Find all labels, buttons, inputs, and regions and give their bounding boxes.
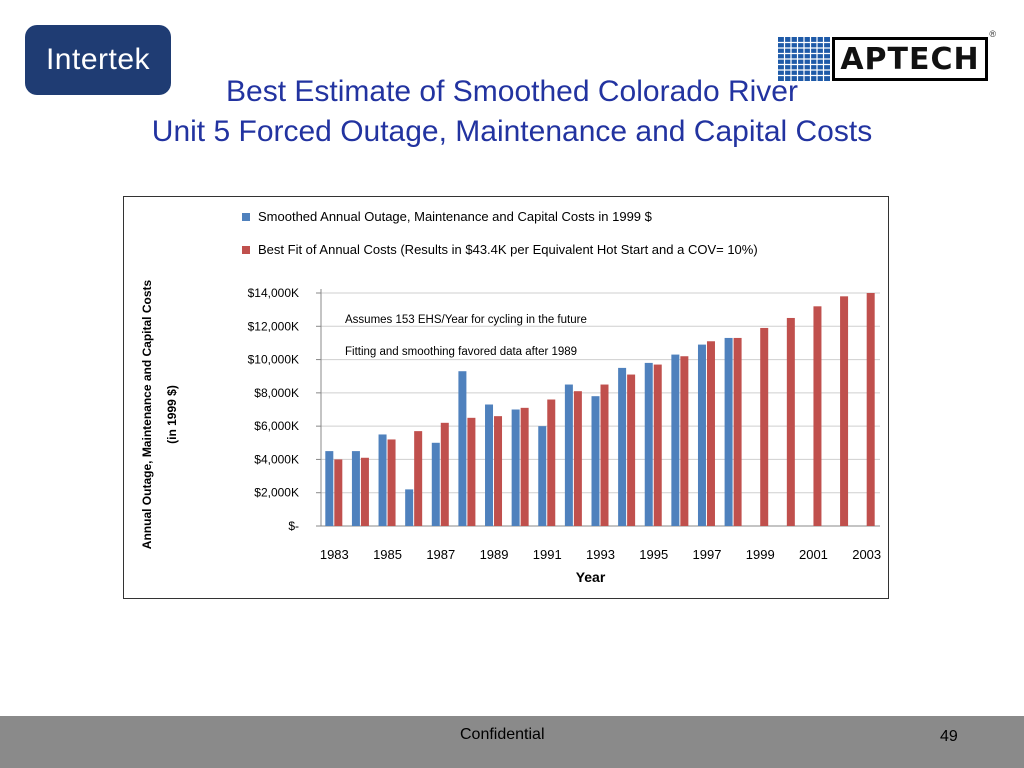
y-tick-label: $- (288, 519, 299, 533)
legend-label: Best Fit of Annual Costs (Results in $43… (258, 242, 758, 257)
bar-best-fit (573, 391, 582, 526)
bar-best-fit (760, 327, 769, 526)
chart-frame: $- $2,000K $4,000K $6,000K $8,000K $10,000K $1… (123, 196, 889, 599)
slide-title-line-1: Best Estimate of Smoothed Colorado River (226, 75, 798, 108)
bar-best-fit (360, 457, 369, 526)
x-axis-label: Year (576, 569, 606, 585)
bar-smoothed-costs (591, 396, 600, 526)
bar-best-fit (733, 337, 742, 526)
bar-smoothed-costs (511, 409, 520, 526)
bar-smoothed-costs (458, 371, 467, 526)
y-tick-label: $14,000K (248, 286, 299, 300)
bar-best-fit (414, 431, 423, 526)
bar-best-fit (520, 407, 529, 526)
aptech-logo: APTECH ® (778, 29, 996, 83)
y-tick-label: $12,000K (248, 319, 299, 333)
bar-best-fit (680, 356, 689, 526)
legend-swatch (242, 213, 250, 221)
y-tick-label: $8,000K (254, 386, 299, 400)
bar-smoothed-costs (378, 434, 387, 526)
bar-best-fit (813, 306, 822, 526)
slide-footer: Confidential 49 (0, 716, 1024, 768)
bar-best-fit (706, 341, 715, 526)
x-tick-label: 1989 (480, 547, 509, 562)
aptech-grid-icon (778, 37, 830, 81)
x-tick-label: 1985 (373, 547, 402, 562)
slide-title-line-2: Unit 5 Forced Outage, Maintenance and Ca… (151, 115, 873, 148)
bar-best-fit (494, 416, 503, 526)
x-tick-label: 1991 (533, 547, 562, 562)
page-number: 49 (940, 728, 958, 745)
chart-annotation: Assumes 153 EHS/Year for cycling in the … (345, 314, 587, 326)
legend-swatch (242, 246, 250, 254)
bar-smoothed-costs (564, 384, 573, 526)
y-axis-label: Annual Outage, Maintenance and Capital C… (140, 279, 154, 549)
slide-title: Best Estimate of Smoothed Colorado River… (0, 72, 1024, 152)
x-tick-label: 2003 (852, 547, 881, 562)
bar-best-fit (786, 317, 795, 526)
bar-smoothed-costs (405, 489, 414, 526)
bar-smoothed-costs (618, 367, 627, 526)
x-tick-label: 1983 (320, 547, 349, 562)
y-axis-label: (in 1999 $) (165, 385, 179, 444)
chart-annotation: Fitting and smoothing favored data after… (345, 346, 577, 358)
x-tick-label: 1987 (426, 547, 455, 562)
bar-smoothed-costs (325, 451, 334, 526)
intertek-logo: Intertek (25, 25, 171, 95)
y-tick-label: $10,000K (248, 353, 299, 367)
registered-mark: ® (989, 29, 996, 39)
bar-smoothed-costs (538, 426, 547, 526)
y-tick-label: $2,000K (254, 486, 299, 500)
legend-label: Smoothed Annual Outage, Maintenance and … (258, 209, 653, 224)
bar-smoothed-costs (671, 354, 680, 526)
bar-best-fit (627, 374, 636, 526)
bar-smoothed-costs (351, 451, 360, 526)
bar-best-fit (334, 459, 343, 526)
bar-best-fit (866, 293, 875, 526)
bar-best-fit (547, 399, 556, 526)
bar-best-fit (467, 417, 476, 526)
x-tick-label: 1997 (693, 547, 722, 562)
x-tick-label: 2001 (799, 547, 828, 562)
bar-smoothed-costs (431, 442, 440, 526)
bar-best-fit (600, 384, 609, 526)
cost-bar-chart: $- $2,000K $4,000K $6,000K $8,000K $10,000K $1… (140, 209, 881, 585)
bar-best-fit (840, 296, 849, 526)
bar-best-fit (387, 439, 396, 526)
x-tick-label: 1993 (586, 547, 615, 562)
confidential-label: Confidential (460, 726, 545, 743)
bar-smoothed-costs (697, 344, 706, 526)
y-tick-label: $6,000K (254, 419, 299, 433)
bar-smoothed-costs (485, 404, 494, 526)
bar-smoothed-costs (724, 337, 733, 526)
y-tick-label: $4,000K (254, 452, 299, 466)
bar-best-fit (653, 364, 662, 526)
x-tick-label: 1999 (746, 547, 775, 562)
intertek-logo-text: Intertek (45, 43, 151, 76)
bar-best-fit (440, 422, 449, 526)
aptech-logo-text: APTECH (832, 37, 988, 81)
bar-smoothed-costs (644, 362, 653, 526)
x-tick-label: 1995 (639, 547, 668, 562)
